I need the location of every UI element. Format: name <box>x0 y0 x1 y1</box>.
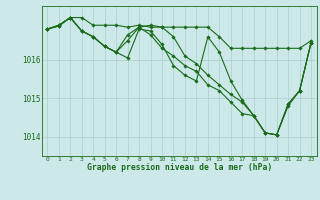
X-axis label: Graphe pression niveau de la mer (hPa): Graphe pression niveau de la mer (hPa) <box>87 163 272 172</box>
